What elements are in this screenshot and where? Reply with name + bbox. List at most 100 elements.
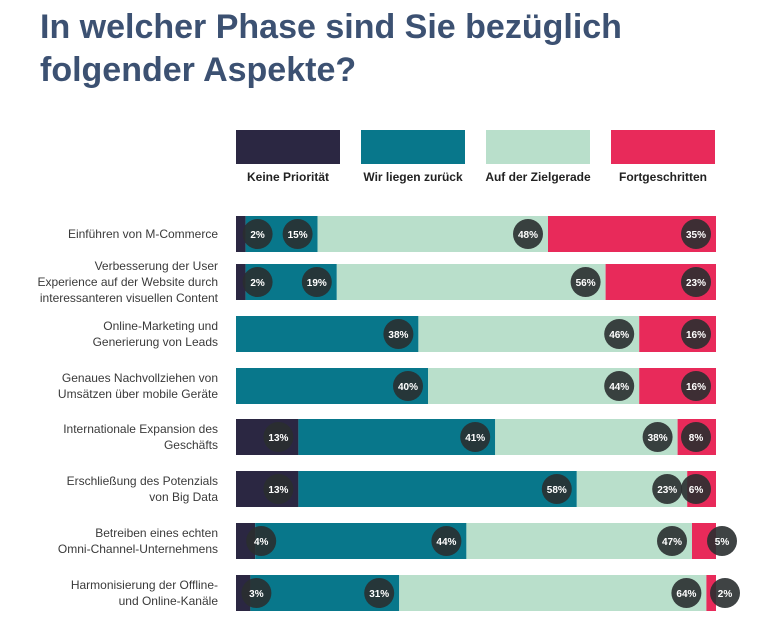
value-label-r6-s2: 58% (547, 485, 567, 496)
value-label-r4-s4: 16% (686, 382, 706, 393)
category-label-line: Harmonisierung der Offline- (71, 578, 218, 592)
value-label-r5-s1: 13% (268, 433, 288, 444)
value-label-r4-s3: 44% (609, 382, 629, 393)
value-badge-r4-s3 (604, 371, 635, 401)
category-label-6: Erschließung des Potenzials von Big Data (67, 474, 219, 504)
category-label-line: Generierung von Leads (93, 335, 218, 349)
value-label-r5-s4: 8% (689, 433, 704, 444)
value-badge-r5-s3 (642, 422, 673, 452)
value-label-r7-s2: 44% (436, 537, 456, 548)
value-label-r2-s4: 23% (686, 278, 706, 289)
category-label-line: Erschließung des Potenzials (67, 474, 218, 488)
category-label-5: Internationale Expansion des Geschäfts (63, 422, 218, 452)
value-badge-r7-s4 (707, 526, 737, 556)
value-badge-r8-s2 (364, 578, 395, 608)
category-label-line: Umsätzen über mobile Geräte (58, 387, 218, 401)
value-label-r3-s3: 46% (609, 330, 629, 341)
category-label-3: Online-Marketing und Generierung von Lead… (93, 319, 218, 349)
legend-label-2: Wir liegen zurück (363, 170, 463, 184)
bar-segment-r6-s2 (298, 471, 577, 507)
category-label-line: Experience auf der Website durch (37, 275, 218, 289)
category-label-1: Einführen von M-Commerce (68, 227, 218, 241)
value-badge-r8-s4 (710, 578, 740, 608)
value-label-r1-s2: 15% (288, 230, 308, 241)
value-badge-r8-s3 (671, 578, 702, 608)
value-badge-r1-s3 (513, 219, 543, 249)
value-badge-r2-s1 (242, 267, 273, 297)
value-label-r8-s4: 2% (718, 589, 733, 600)
category-label-2: Verbesserung der User Experience auf der … (37, 259, 218, 305)
category-label-line: Genaues Nachvollziehen von (62, 371, 218, 385)
bar-segment-r1-s1 (236, 216, 246, 252)
value-label-r2-s3: 56% (576, 278, 596, 289)
value-label-r2-s1: 2% (250, 278, 265, 289)
value-badge-r7-s2 (431, 526, 462, 556)
value-badge-r1-s4 (681, 219, 711, 249)
legend-label-1: Keine Priorität (247, 170, 329, 184)
legend-swatch-3 (486, 130, 590, 164)
value-label-r8-s1: 3% (249, 589, 264, 600)
legend-label-4: Fortgeschritten (619, 170, 707, 184)
bar-segment-r2-s1 (236, 264, 246, 300)
value-label-r8-s3: 64% (676, 589, 696, 600)
value-badge-r2-s3 (570, 267, 601, 297)
category-label-line: Verbesserung der User (95, 259, 218, 273)
value-badge-r7-s1 (246, 526, 277, 556)
category-label-line: und Online-Kanäle (119, 594, 219, 608)
value-label-r6-s4: 6% (689, 485, 704, 496)
value-badge-r2-s4 (681, 267, 711, 297)
value-badge-r1-s2 (282, 219, 313, 249)
bar-segment-r7-s3 (466, 523, 692, 559)
value-badge-r6-s1 (263, 474, 294, 504)
value-label-r7-s1: 4% (254, 537, 269, 548)
category-label-line: Betreiben eines echten (95, 526, 218, 540)
value-badge-r1-s1 (242, 219, 273, 249)
value-badge-r3-s3 (604, 319, 635, 349)
category-label-4: Genaues Nachvollziehen von Umsätzen über … (58, 371, 218, 401)
value-badge-r4-s2 (393, 371, 423, 401)
category-label-line: Omni-Channel-Unternehmens (58, 542, 218, 556)
value-label-r7-s3: 47% (662, 537, 682, 548)
bar-segment-r7-s2 (255, 523, 467, 559)
legend-label-3: Auf der Zielgerade (485, 170, 591, 184)
value-label-r1-s4: 35% (686, 230, 706, 241)
legend-swatch-1 (236, 130, 340, 164)
value-label-r6-s1: 13% (268, 485, 288, 496)
legend-swatch-4 (611, 130, 715, 164)
bar-segment-r3-s3 (418, 316, 640, 352)
category-label-8: Harmonisierung der Offline-und Online-Ka… (71, 578, 219, 608)
category-label-line: Einführen von M-Commerce (68, 227, 218, 241)
value-label-r4-s2: 40% (398, 382, 418, 393)
value-label-r2-s2: 19% (307, 278, 327, 289)
category-label-line: von Big Data (149, 490, 218, 504)
value-label-r5-s2: 41% (465, 433, 485, 444)
value-label-r5-s3: 38% (648, 433, 668, 444)
value-label-r3-s2: 38% (388, 330, 408, 341)
value-label-r1-s3: 48% (518, 230, 538, 241)
value-badge-r7-s3 (657, 526, 687, 556)
category-label-line: Online-Marketing und (103, 319, 218, 333)
value-label-r6-s3: 23% (657, 485, 677, 496)
category-label-line: Geschäfts (164, 438, 218, 452)
category-label-line: interessanteren visuellen Content (40, 291, 219, 305)
value-badge-r4-s4 (681, 371, 711, 401)
value-badge-r5-s4 (681, 422, 711, 452)
value-badge-r5-s2 (460, 422, 491, 452)
value-badge-r2-s2 (301, 267, 332, 297)
value-badge-r6-s3 (652, 474, 683, 504)
category-label-7: Betreiben eines echten Omni-Channel-Unter… (58, 526, 218, 556)
value-label-r8-s2: 31% (369, 589, 389, 600)
value-badge-r5-s1 (263, 422, 294, 452)
value-badge-r8-s1 (241, 578, 272, 608)
value-label-r7-s4: 5% (715, 537, 730, 548)
value-badge-r3-s2 (383, 319, 414, 349)
chart-title: In welcher Phase sind Sie bezüglich folg… (40, 8, 622, 89)
value-badge-r3-s4 (681, 319, 711, 349)
bar-segment-r1-s3 (317, 216, 548, 252)
category-label-line: Internationale Expansion des (63, 422, 218, 436)
bar-segment-r4-s3 (428, 368, 640, 404)
legend-swatch-2 (361, 130, 465, 164)
value-label-r1-s1: 2% (250, 230, 265, 241)
bar-segment-r8-s3 (399, 575, 707, 611)
